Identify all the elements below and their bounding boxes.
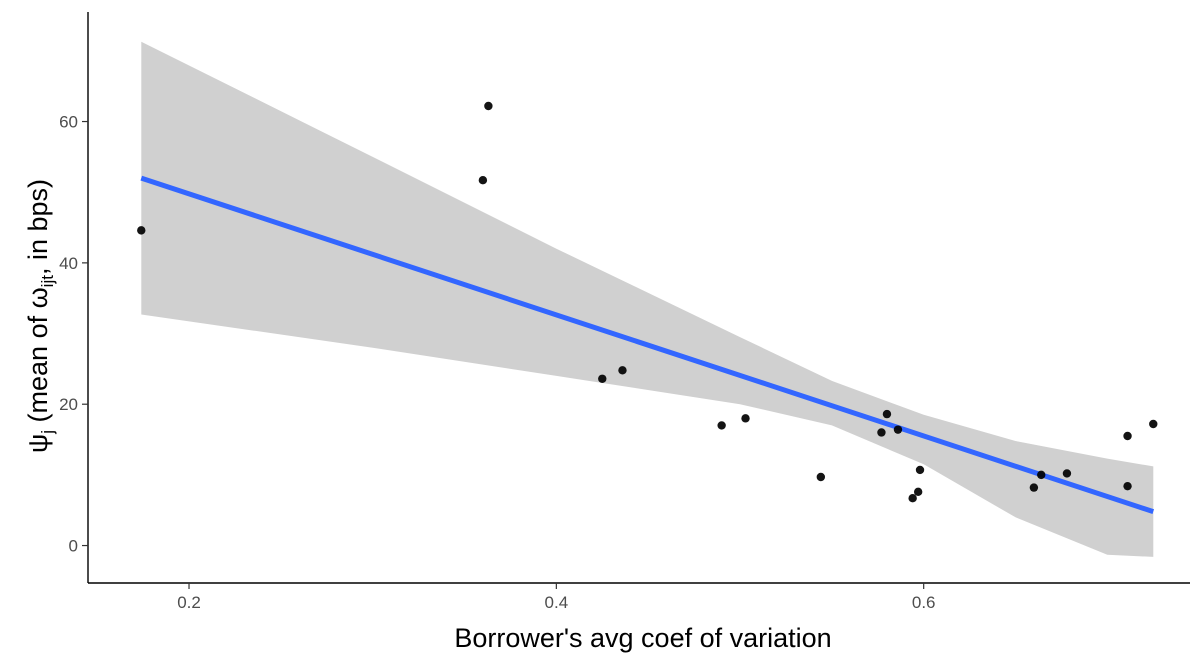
x-axis-ticks: 0.2 0.4 0.6 <box>177 583 936 612</box>
data-point <box>877 428 886 437</box>
data-point <box>1029 483 1039 492</box>
data-point <box>1123 481 1132 491</box>
y-tick-label: 60 <box>59 113 78 132</box>
plot-area <box>137 41 1158 557</box>
data-point <box>618 366 627 375</box>
x-tick-label: 0.4 <box>545 593 569 612</box>
y-axis-title-psi-sub: j <box>38 430 57 435</box>
x-tick-label: 0.6 <box>912 593 936 612</box>
x-tick-label: 0.2 <box>177 593 201 612</box>
data-point <box>816 472 826 482</box>
data-point <box>1037 470 1046 480</box>
y-tick-label: 40 <box>59 254 78 273</box>
data-point <box>717 421 726 430</box>
data-point <box>478 175 488 185</box>
data-point <box>915 465 925 475</box>
x-axis-title: Borrower's avg coef of variation <box>454 623 831 653</box>
data-point <box>598 374 607 383</box>
data-point <box>893 425 903 434</box>
y-axis-title-mid: (mean of <box>23 308 53 430</box>
data-point <box>137 226 146 235</box>
data-points <box>137 101 1158 503</box>
data-point <box>1123 431 1132 441</box>
data-point <box>484 101 493 111</box>
data-point <box>908 493 917 503</box>
data-point <box>882 409 892 419</box>
data-point <box>741 414 750 423</box>
data-point <box>913 487 923 497</box>
data-point <box>1062 469 1072 478</box>
regression-line <box>140 175 1155 514</box>
y-tick-label: 20 <box>59 395 78 414</box>
y-tick-label: 0 <box>69 537 78 556</box>
y-axis-title-tail: , in bps) <box>23 179 53 275</box>
y-axis-title-psi: ψ <box>23 434 53 453</box>
y-axis-ticks: 0 20 40 60 <box>59 113 88 556</box>
data-point <box>1149 419 1158 429</box>
confidence-band <box>141 41 1154 557</box>
y-axis-title-omega: ω <box>23 287 53 308</box>
y-axis-title: ψj (mean of ωijt, in bps) <box>23 179 57 453</box>
y-axis-title-omega-sub: ijt <box>38 275 57 288</box>
